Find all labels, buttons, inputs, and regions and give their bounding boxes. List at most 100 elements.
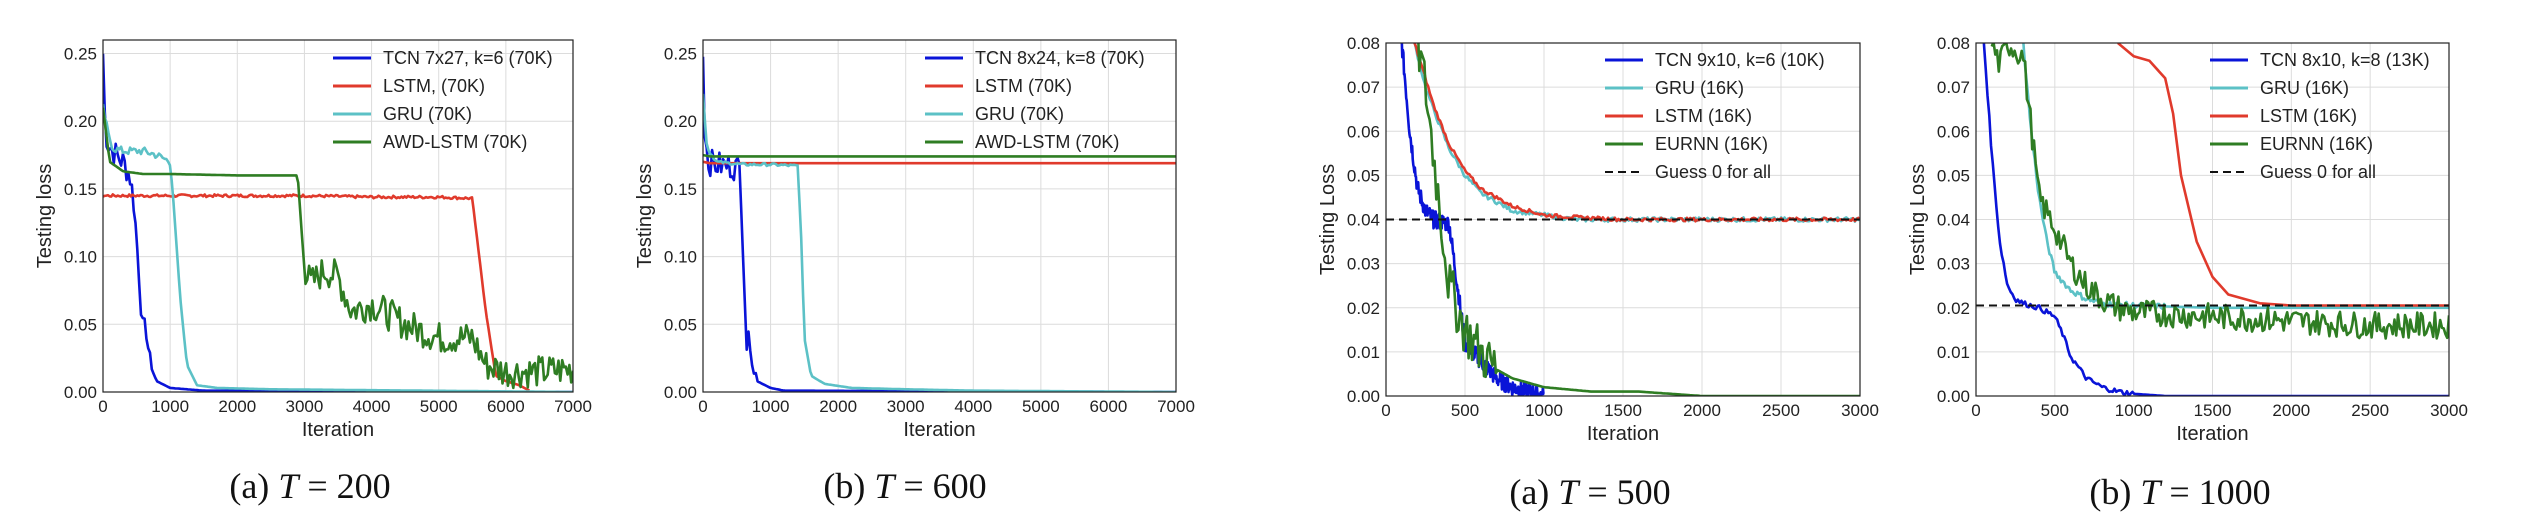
- x-tick-label: 3000: [286, 397, 324, 416]
- x-tick-label: 2000: [218, 397, 256, 416]
- x-tick-label: 500: [1451, 401, 1479, 420]
- x-tick-label: 7000: [1157, 397, 1195, 416]
- y-tick-label: 0.20: [64, 112, 97, 131]
- y-tick-label: 0.05: [1347, 166, 1380, 185]
- y-tick-label: 0.06: [1937, 122, 1970, 141]
- x-tick-label: 1000: [1525, 401, 1563, 420]
- legend-label: TCN 9x10, k=6 (10K): [1655, 50, 1825, 70]
- legend-label: EURNN (16K): [2260, 134, 2373, 154]
- x-tick-label: 3000: [2430, 401, 2468, 420]
- y-tick-label: 0.00: [64, 383, 97, 402]
- legend: TCN 8x24, k=8 (70K) LSTM (70K) GRU (70K) AW…: [925, 48, 1145, 152]
- x-axis-label: Iteration: [903, 419, 975, 441]
- y-tick-label: 0.07: [1937, 78, 1970, 97]
- x-tick-label: 0: [1971, 401, 1980, 420]
- legend-label: LSTM (70K): [975, 76, 1072, 96]
- legend-label: TCN 8x10, k=8 (13K): [2260, 50, 2430, 70]
- y-tick-label: 0.07: [1347, 78, 1380, 97]
- x-tick-label: 7000: [554, 397, 592, 416]
- x-tick-label: 2500: [1762, 401, 1800, 420]
- y-axis-label: Testing Loss: [1907, 164, 1929, 275]
- series-line-gru-16k-: [2022, 43, 2449, 311]
- legend-label: EURNN (16K): [1655, 134, 1768, 154]
- legend: TCN 8x10, k=8 (13K) GRU (16K) LSTM (16K) EU…: [2210, 50, 2430, 182]
- panel-caption: (a) T = 200: [229, 466, 390, 506]
- y-tick-label: 0.20: [664, 112, 697, 131]
- y-tick-label: 0.15: [664, 180, 697, 199]
- y-tick-label: 0.25: [64, 45, 97, 64]
- x-tick-label: 1000: [151, 397, 189, 416]
- x-tick-label: 1000: [752, 397, 790, 416]
- y-tick-label: 0.10: [664, 248, 697, 267]
- panel-a-T200: 0 1000 2000 3000 4000 5000 6000 7000 0.00 0.05 0.1…: [34, 39, 592, 506]
- y-tick-label: 0.15: [64, 180, 97, 199]
- y-tick-label: 0.10: [64, 248, 97, 267]
- legend-label: GRU (16K): [2260, 78, 2349, 98]
- y-axis-label: Testing loss: [34, 164, 56, 269]
- y-tick-label: 0.08: [1937, 34, 1970, 53]
- y-tick-label: 0.01: [1937, 343, 1970, 362]
- series-line-eurnn-16k-: [1990, 43, 2449, 340]
- y-tick-label: 0.08: [1347, 34, 1380, 53]
- series-line-tcn-8x10-k-8-13k-: [1982, 43, 2449, 396]
- plot-area: [703, 40, 1176, 392]
- y-tick-label: 0.02: [1937, 299, 1970, 318]
- series-line-awd-lstm-70k-: [103, 107, 573, 390]
- legend: TCN 7x27, k=6 (70K) LSTM, (70K) GRU (70K) A…: [333, 48, 553, 152]
- panel-caption: (b) T = 1000: [2089, 472, 2270, 512]
- x-tick-label: 0: [698, 397, 707, 416]
- legend-label: AWD-LSTM (70K): [383, 132, 527, 152]
- y-tick-label: 0.05: [64, 315, 97, 334]
- x-tick-label: 3000: [887, 397, 925, 416]
- legend-label: Guess 0 for all: [1655, 162, 1771, 182]
- y-axis-label: Testing Loss: [1317, 164, 1339, 275]
- x-tick-label: 2000: [1683, 401, 1721, 420]
- x-tick-label: 2500: [2351, 401, 2389, 420]
- x-tick-label: 1500: [1604, 401, 1642, 420]
- x-tick-label: 3000: [1841, 401, 1879, 420]
- panel-a-T500: 0 500 1000 1500 2000 2500 3000 0.00 0.01 0.02 0.03…: [1317, 34, 1879, 512]
- y-tick-label: 0.25: [664, 45, 697, 64]
- legend-label: LSTM (16K): [1655, 106, 1752, 126]
- legend-label: Guess 0 for all: [2260, 162, 2376, 182]
- y-tick-label: 0.00: [1347, 387, 1380, 406]
- y-axis-label: Testing loss: [634, 164, 656, 269]
- legend-label: TCN 7x27, k=6 (70K): [383, 48, 553, 68]
- legend-label: LSTM, (70K): [383, 76, 485, 96]
- y-tick-label: 0.04: [1937, 211, 1970, 230]
- x-tick-label: 1000: [2115, 401, 2153, 420]
- x-tick-label: 4000: [353, 397, 391, 416]
- y-tick-label: 0.03: [1937, 255, 1970, 274]
- x-tick-label: 6000: [487, 397, 525, 416]
- plot-frame: [702, 39, 1177, 393]
- x-tick-label: 0: [1381, 401, 1390, 420]
- plot-area: [103, 40, 573, 392]
- legend-label: LSTM (16K): [2260, 106, 2357, 126]
- series-line-lstm-70k-: [703, 160, 1176, 165]
- legend-label: TCN 8x24, k=8 (70K): [975, 48, 1145, 68]
- y-tick-label: 0.01: [1347, 343, 1380, 362]
- plot-frame: [1975, 42, 2450, 397]
- panel-caption: (a) T = 500: [1509, 472, 1670, 512]
- legend-label: GRU (70K): [383, 104, 472, 124]
- series-line-gru-70k-: [103, 103, 573, 392]
- x-tick-label: 500: [2041, 401, 2069, 420]
- legend: TCN 9x10, k=6 (10K) GRU (16K) LSTM (16K) EU…: [1605, 50, 1825, 182]
- y-tick-label: 0.00: [664, 383, 697, 402]
- legend-label: AWD-LSTM (70K): [975, 132, 1119, 152]
- panel-b-T1000: 0 500 1000 1500 2000 2500 3000 0.00 0.01 0.02 0.03…: [1907, 34, 2468, 512]
- y-tick-label: 0.00: [1937, 387, 1970, 406]
- x-tick-label: 6000: [1090, 397, 1128, 416]
- legend-label: GRU (70K): [975, 104, 1064, 124]
- x-axis-label: Iteration: [302, 419, 374, 441]
- y-tick-label: 0.05: [664, 315, 697, 334]
- x-tick-label: 2000: [2272, 401, 2310, 420]
- panel-caption: (b) T = 600: [823, 466, 986, 506]
- y-tick-label: 0.02: [1347, 299, 1380, 318]
- y-tick-label: 0.06: [1347, 122, 1380, 141]
- y-tick-label: 0.05: [1937, 166, 1970, 185]
- x-axis-label: Iteration: [2176, 423, 2248, 445]
- y-tick-label: 0.03: [1347, 255, 1380, 274]
- series-line-gru-16k-: [1413, 43, 1860, 223]
